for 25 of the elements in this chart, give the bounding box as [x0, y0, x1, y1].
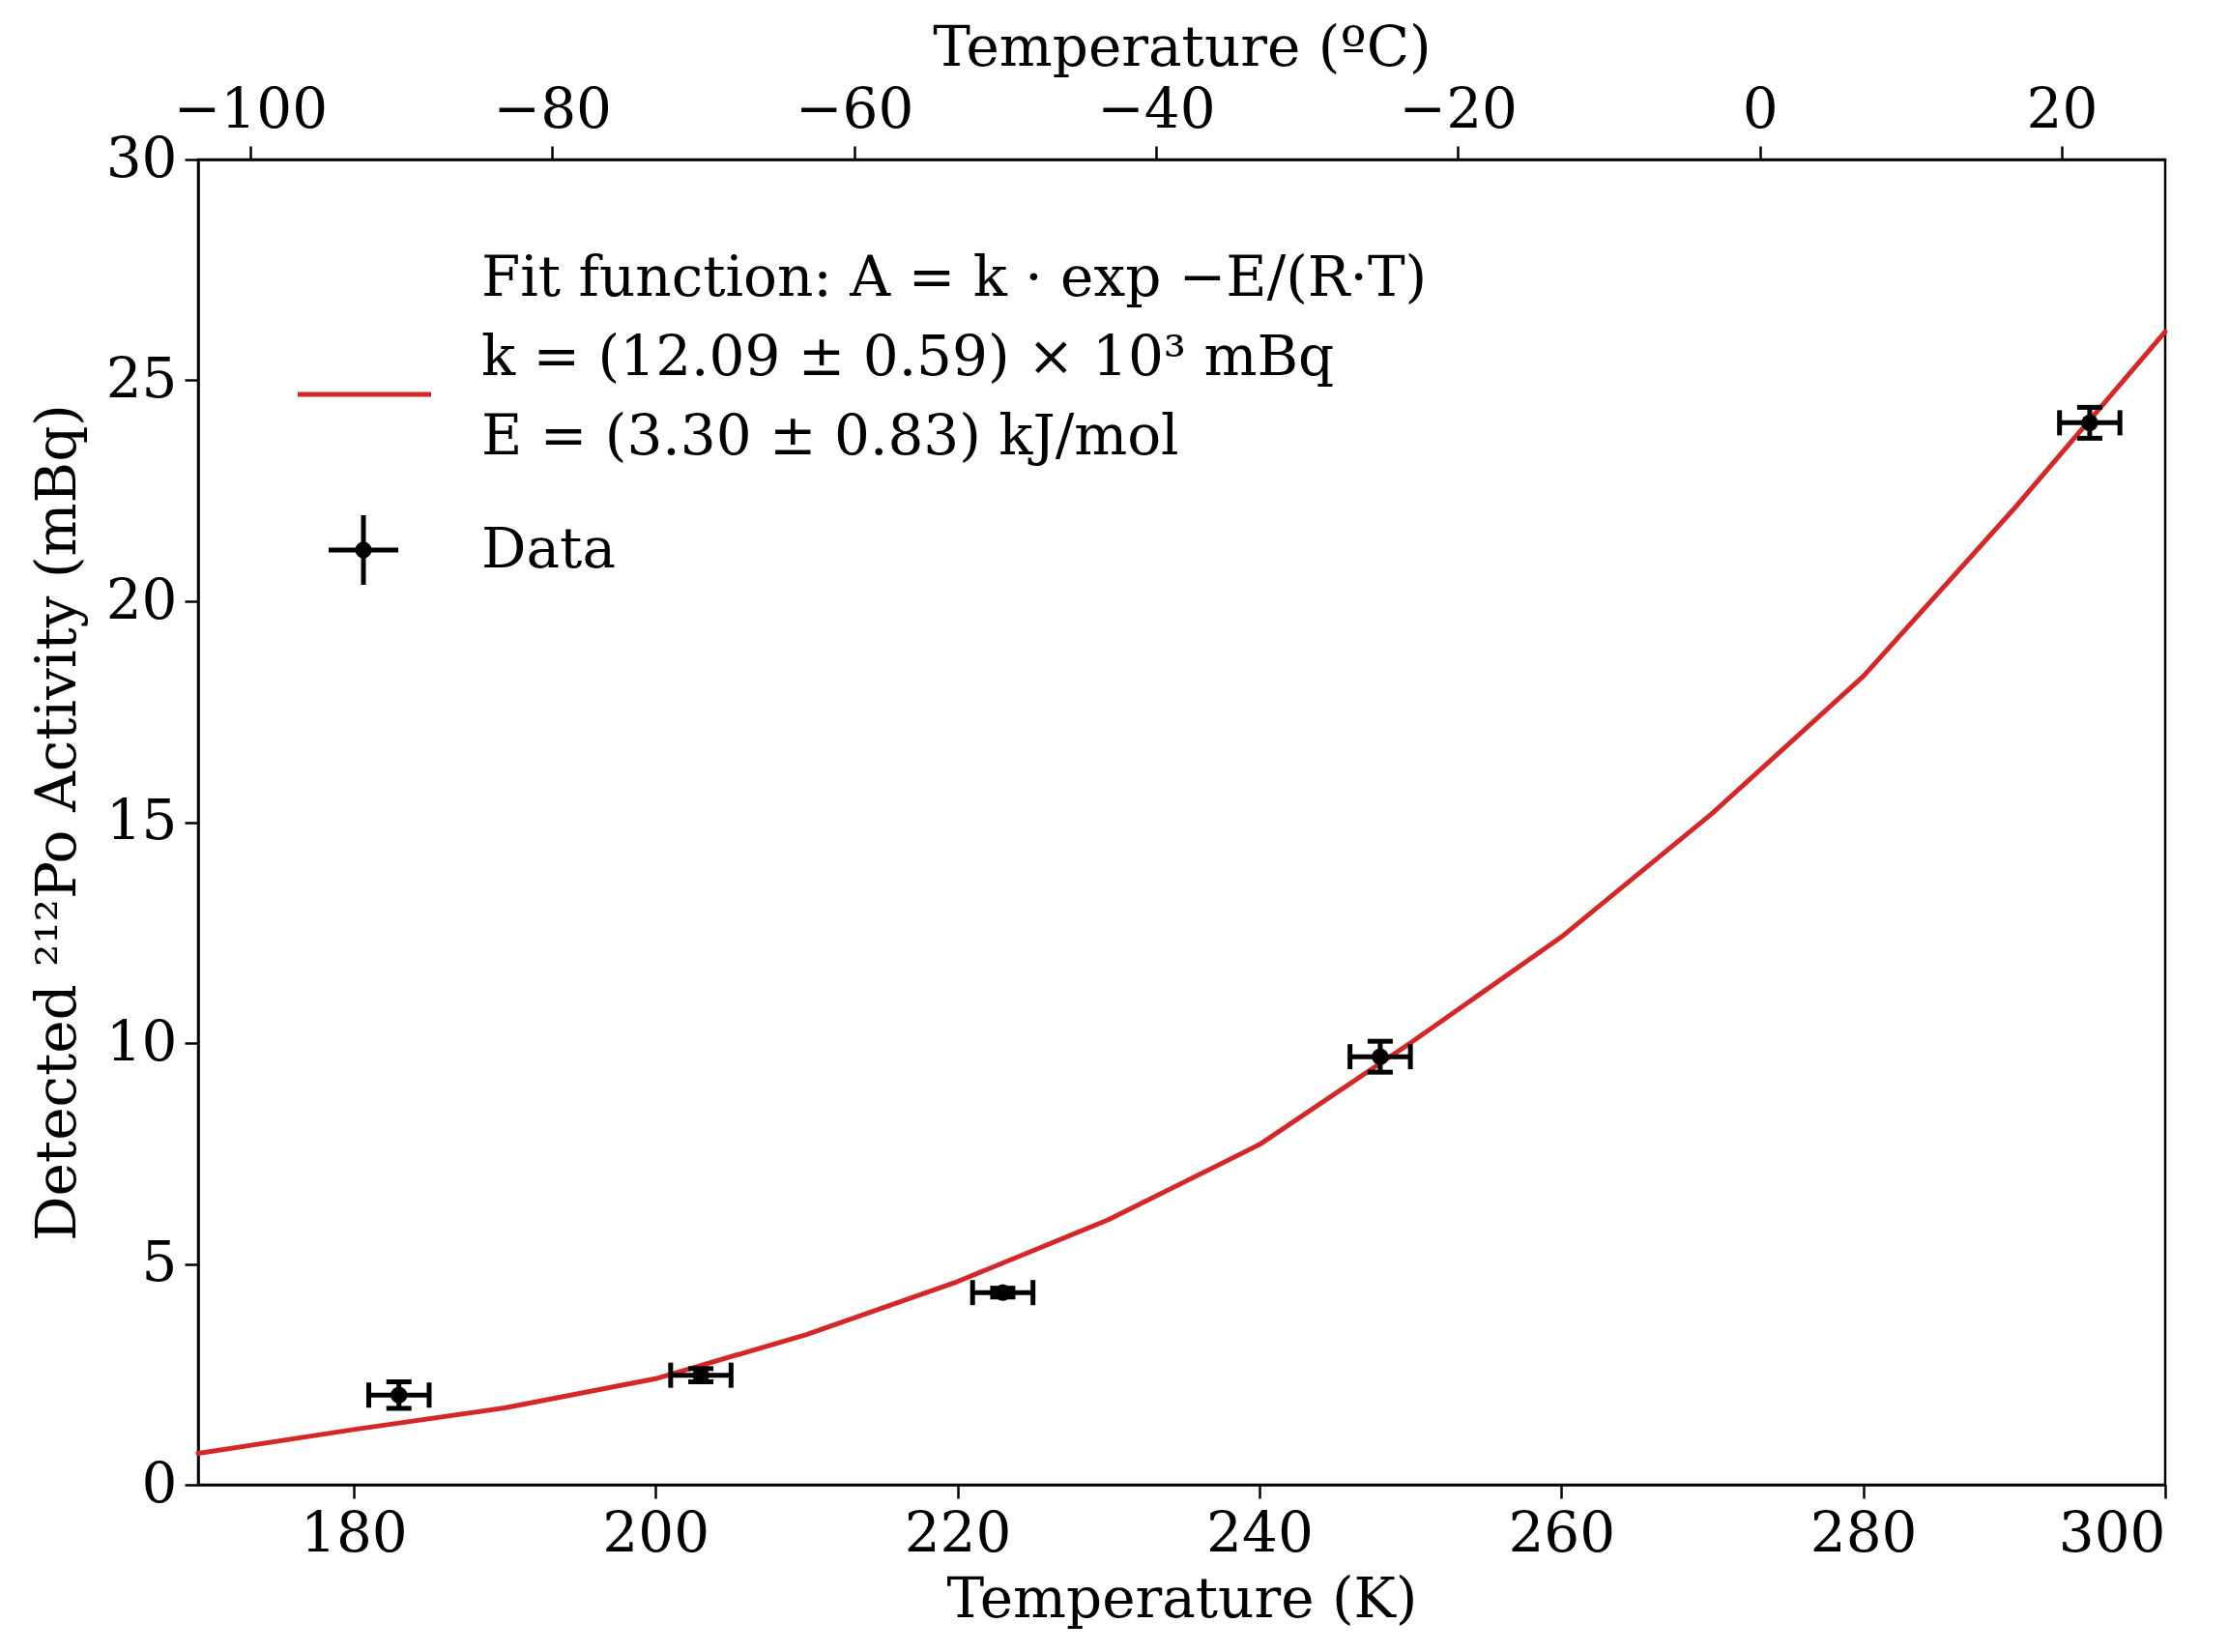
- legend-label: Fit function: A = k · exp −E/(R·T) k = (12.09 ± 0.59) × 10³ mBq E = (3.30 ± 0.83) kJ/mol: [481, 244, 1428, 468]
- point: [2081, 414, 2099, 432]
- y-axis-title: Detected ²¹²Po Activity (mBq): [22, 404, 89, 1241]
- y-tick-label: 5: [141, 1229, 178, 1294]
- x-tick-label: 200: [602, 1498, 710, 1565]
- x-tick-label: 280: [1809, 1498, 1918, 1565]
- x-tick-label: 240: [1206, 1498, 1314, 1565]
- point: [1372, 1048, 1389, 1065]
- x2-tick-label: −80: [493, 74, 612, 141]
- x-axis-title: Temperature (K): [946, 1564, 1418, 1631]
- legend-label: Data: [481, 515, 616, 581]
- y-tick-label: 10: [105, 1007, 178, 1074]
- x-tick-label: 220: [904, 1498, 1012, 1565]
- point: [994, 1284, 1012, 1301]
- x2-tick-label: −60: [795, 74, 914, 141]
- x-tick-label: 260: [1508, 1498, 1616, 1565]
- y-tick-label: 0: [141, 1449, 178, 1516]
- y-tick-label: 25: [105, 345, 178, 411]
- x2-tick-label: 20: [2026, 74, 2099, 141]
- point: [391, 1386, 408, 1404]
- x-tick-label: 180: [301, 1498, 408, 1565]
- x-tick-label: 300: [2058, 1498, 2166, 1565]
- y-tick-label: 15: [105, 787, 178, 853]
- x2-tick-label: 0: [1742, 74, 1779, 141]
- y-tick-label: 20: [105, 565, 178, 632]
